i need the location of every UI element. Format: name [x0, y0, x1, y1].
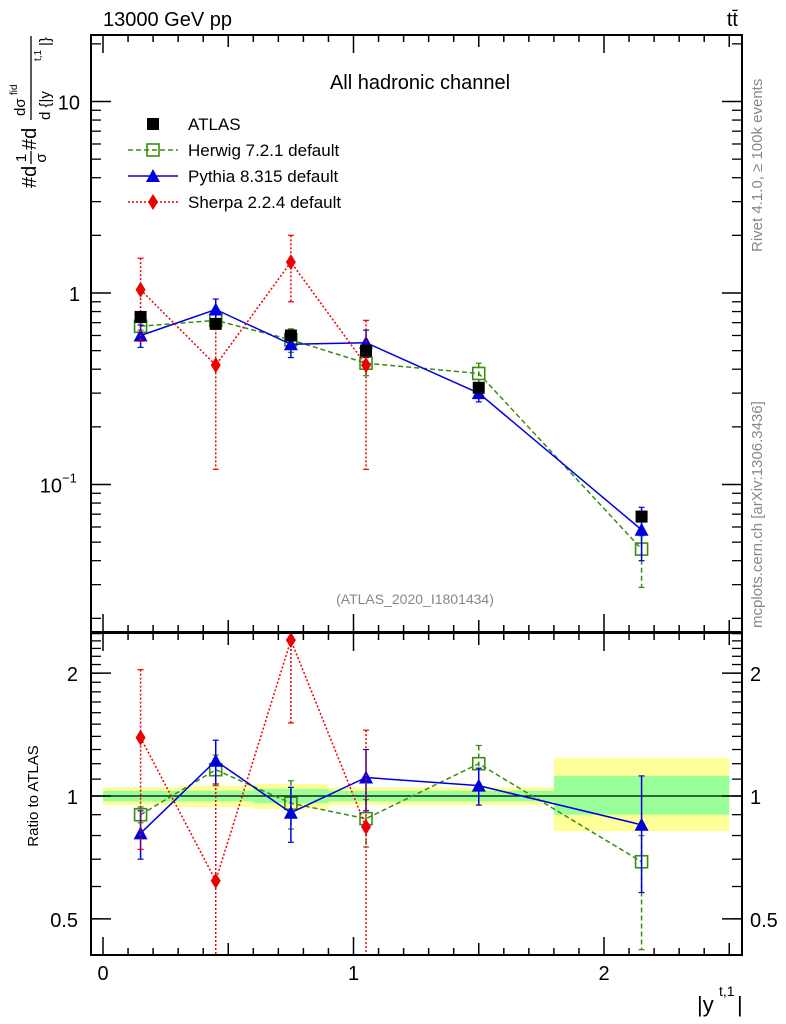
ratio-series-layer: [133, 632, 649, 956]
y-tick-label: 10: [58, 93, 80, 115]
ratio-y-tick-label-right: 1: [750, 787, 761, 809]
mcplots-label: mcplots.cern.ch [arXiv:1306.3436]: [749, 401, 766, 628]
ylabel-frac1-num: 1: [13, 154, 30, 162]
main-pythia-point: [283, 337, 298, 351]
xlabel-base: |y: [697, 992, 714, 1017]
ratio-pythia-point: [634, 817, 649, 831]
y-tick-label: 10: [40, 476, 62, 498]
main-sherpa-point: [210, 357, 221, 374]
ylabel-mid: #d: [19, 128, 41, 150]
xlabel-suffix: |: [737, 992, 743, 1017]
ratio-y-tick-label-left: 0.5: [50, 910, 78, 932]
main-atlas-point: [209, 317, 222, 330]
rivet-label: Rivet 4.1.0, ≥ 100k events: [749, 79, 766, 252]
ratio-pythia-point: [283, 805, 298, 819]
y-tick-label: 1: [69, 284, 80, 306]
main-pythia-point: [634, 522, 649, 536]
ratio-y-tick-label-left: 1: [67, 787, 78, 809]
ratio-plot-area: [91, 757, 742, 832]
main-ylabel: #d 1 σ #d dσ fid d {|y t,1 |}: [9, 36, 54, 188]
ylabel-frac1-den: σ: [33, 153, 50, 163]
legend-marker-pythia: [146, 169, 160, 182]
ratio-herwig-line: [140, 762, 642, 863]
main-atlas-point: [635, 510, 648, 523]
legend-label-sherpa: Sherpa 2.2.4 default: [188, 193, 341, 212]
analysis-tag: (ATLAS_2020_I1801434): [336, 591, 494, 607]
ylabel-frac2-den-sup: t,1: [33, 49, 44, 61]
ratio-pythia-point: [471, 778, 486, 792]
main-atlas-point: [134, 310, 147, 323]
xlabel-sup: t,1: [719, 983, 735, 999]
ratio-xlabel: |y t,1 |: [697, 983, 743, 1017]
header-right-label: tt̄: [727, 9, 739, 31]
main-herwig-line: [140, 319, 643, 550]
ratio-sherpa-line: [139, 637, 367, 883]
legend: ATLAS Herwig 7.2.1 default Pythia 8.315 de…: [128, 115, 341, 212]
ratio-sherpa-point: [361, 818, 372, 835]
main-atlas-point: [284, 329, 297, 342]
main-sherpa-line: [140, 260, 367, 367]
main-sherpa-point: [285, 254, 296, 271]
x-tick-label: 1: [348, 963, 359, 985]
ratio-sherpa-point: [210, 872, 221, 889]
ratio-y-tick-label-left: 2: [67, 664, 78, 686]
main-herwig-point: [471, 366, 486, 381]
legend-label-atlas: ATLAS: [188, 115, 241, 134]
ratio-pythia-line: [140, 759, 642, 834]
ratio-pythia-point: [359, 770, 374, 784]
main-sherpa-point: [135, 281, 146, 298]
y-tick-label-exponent: −1: [62, 471, 77, 486]
ylabel-prefix: #d: [19, 166, 41, 188]
legend-marker-atlas: [147, 118, 159, 130]
main-atlas-point: [472, 381, 485, 394]
ratio-pythia-point: [208, 753, 223, 767]
main-title: All hadronic channel: [330, 72, 510, 94]
ratio-sherpa-point: [135, 729, 146, 746]
ratio-ylabel: Ratio to ATLAS: [25, 745, 42, 846]
main-sherpa-point: [361, 357, 372, 374]
legend-marker-herwig: [146, 143, 160, 157]
axes-frame: [90, 632, 743, 956]
ylabel-frac2-den: d {|y: [37, 91, 54, 120]
ylabel-frac2-den-suffix: |}: [37, 37, 54, 46]
ylabel-frac2-num-sup: fid: [9, 84, 20, 95]
ratio-pythia-point: [133, 826, 148, 840]
main-pythia-line: [140, 308, 643, 531]
legend-label-herwig: Herwig 7.2.1 default: [188, 141, 339, 160]
ratio-y-tick-label-right: 2: [750, 664, 761, 686]
main-pythia-point: [208, 302, 223, 316]
x-tick-label: 2: [598, 963, 609, 985]
main-atlas-point: [360, 344, 373, 357]
ratio-sherpa-point: [285, 632, 296, 649]
legend-marker-sherpa: [148, 194, 158, 210]
main-series-layer: [133, 234, 649, 589]
x-tick-label: 0: [97, 963, 108, 985]
ratio-plot-frame: 2 2 1 1 0.5 0.5 0 1 2: [50, 632, 778, 985]
header-left-label: 13000 GeV pp: [103, 9, 232, 31]
ratio-y-tick-label-right: 0.5: [750, 910, 778, 932]
legend-label-pythia: Pythia 8.315 default: [188, 167, 339, 186]
ylabel-frac2-num: dσ: [12, 98, 29, 116]
